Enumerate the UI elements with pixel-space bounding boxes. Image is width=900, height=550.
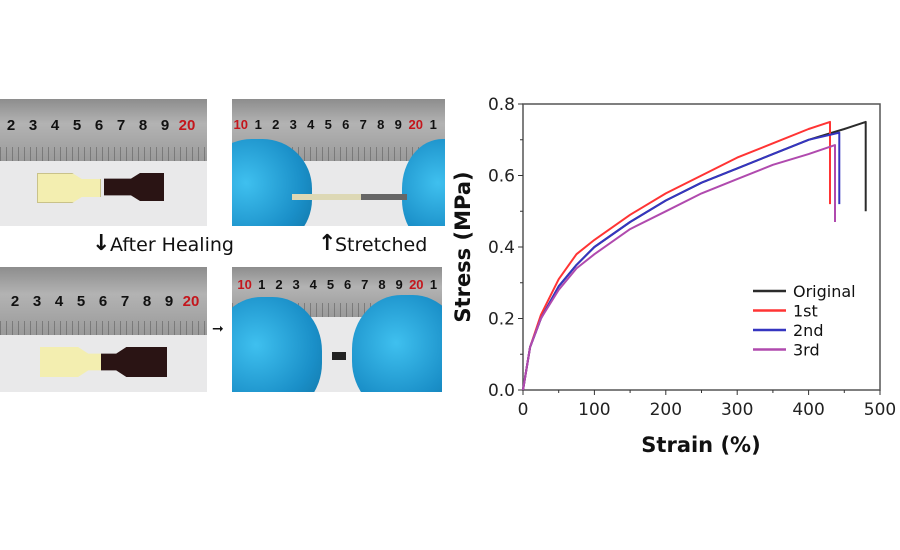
ruler-number: 7 [359, 117, 367, 132]
ruler-number: 3 [28, 117, 38, 134]
ruler-number: 6 [342, 117, 350, 132]
ruler-number: 2 [6, 117, 16, 134]
ruler-number: 1 [429, 277, 438, 292]
ruler-number: 4 [54, 293, 64, 310]
legend-label: Original [793, 282, 856, 301]
ruler-number: 4 [50, 117, 60, 134]
ruler-number: 9 [160, 117, 170, 134]
y-tick-label: 0.0 [488, 381, 515, 401]
glove-left [232, 297, 322, 392]
ruler-number: 2 [10, 293, 20, 310]
stretched-label: Stretched [335, 234, 428, 256]
x-axis-label: Strain (%) [641, 433, 760, 457]
ruler-number: 20 [182, 293, 200, 310]
ruler-number: 5 [76, 293, 86, 310]
ruler: 2 3 4 5 6 7 8 9 20 [0, 267, 207, 335]
series-line-1st [522, 120, 831, 391]
ruler-number: 9 [395, 277, 403, 292]
ruler-number: 6 [344, 277, 352, 292]
photo-stretched: 10 1 2 3 4 5 6 7 8 9 20 1 [232, 99, 445, 226]
ruler-number: 8 [377, 117, 385, 132]
ruler-number: 9 [164, 293, 174, 310]
photo-original-specimens: 2 3 4 5 6 7 8 9 20 [0, 99, 207, 226]
ruler-number: 5 [324, 117, 332, 132]
legend-label: 1st [793, 302, 818, 321]
down-arrow-icon: ↓ [92, 231, 111, 256]
ruler-number: 3 [292, 277, 300, 292]
y-tick-label: 0.4 [488, 238, 515, 258]
ruler-number: 7 [116, 117, 126, 134]
ruler-number: 10 [237, 277, 252, 292]
ruler: 2 3 4 5 6 7 8 9 20 [0, 99, 207, 161]
glove-right [352, 295, 442, 392]
x-tick-label: 400 [792, 400, 824, 420]
ruler-number: 8 [378, 277, 386, 292]
ruler-number: 2 [275, 277, 283, 292]
ruler-number: 3 [32, 293, 42, 310]
photo-healed-specimen: 2 3 4 5 6 7 8 9 20 [0, 267, 207, 392]
up-arrow-icon: ↑ [318, 231, 337, 256]
right-arrow-icon: ➞ [212, 321, 224, 337]
ruler-number: 3 [289, 117, 297, 132]
plot-frame [522, 103, 881, 391]
ruler-number: 7 [120, 293, 130, 310]
ruler-number: 7 [361, 277, 369, 292]
x-tick-label: 100 [578, 400, 610, 420]
ruler-number: 6 [94, 117, 104, 134]
ruler-number: 8 [142, 293, 152, 310]
x-tick-label: 500 [864, 400, 896, 420]
after-healing-label: After Healing [110, 234, 234, 256]
photo-healed-stretched: 10 1 2 3 4 5 6 7 8 9 20 1 [232, 267, 442, 392]
ruler-number: 20 [178, 117, 196, 134]
ruler-number: 1 [429, 117, 437, 132]
ruler-number: 1 [254, 117, 262, 132]
specimen [332, 352, 346, 360]
ruler-number: 5 [72, 117, 82, 134]
ruler-number: 20 [408, 117, 423, 132]
y-tick-label: 0.6 [488, 167, 515, 187]
ruler-number: 2 [272, 117, 280, 132]
x-tick-label: 300 [721, 400, 753, 420]
ruler-number: 20 [409, 277, 424, 292]
legend-label: 3rd [793, 341, 820, 360]
series-line-3rd [522, 144, 836, 391]
ruler-number: 9 [394, 117, 402, 132]
x-tick-label: 0 [518, 400, 529, 420]
stretched-specimen [292, 194, 407, 200]
ruler-number: 6 [98, 293, 108, 310]
ruler-number: 5 [326, 277, 335, 292]
y-axis-label: Stress (MPa) [451, 171, 475, 322]
y-tick-label: 0.2 [488, 310, 515, 330]
ruler-number: 8 [138, 117, 148, 134]
ruler-number: 1 [258, 277, 266, 292]
ruler-number: 4 [307, 117, 315, 132]
legend-label: 2nd [793, 321, 823, 340]
x-tick-label: 200 [650, 400, 682, 420]
ruler-number: 4 [309, 277, 317, 292]
ruler-number: 10 [233, 117, 248, 132]
y-tick-label: 0.8 [488, 95, 515, 115]
